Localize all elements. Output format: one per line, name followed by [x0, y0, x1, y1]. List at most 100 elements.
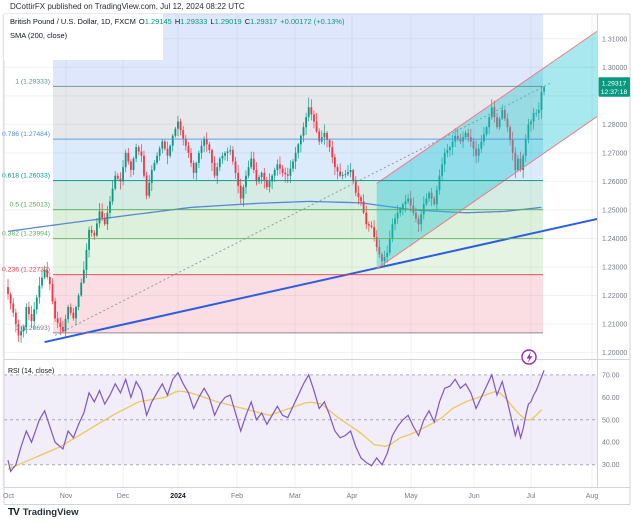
- candle-body: [519, 158, 522, 171]
- candle-body: [313, 114, 315, 122]
- candle-body: [297, 144, 300, 153]
- change-value: +0.00172 (+0.13%): [280, 17, 345, 26]
- price-scale-label: 1.31000: [602, 36, 627, 43]
- candle-body: [433, 198, 436, 205]
- candle-body: [333, 157, 336, 168]
- fib-levels: 1 (1.29333) 0.786 (1.27484) 0.618 (1.26033…: [2, 78, 543, 334]
- candle-body: [501, 110, 504, 119]
- candle-body: [124, 152, 127, 168]
- candle-body: [22, 326, 25, 332]
- candle-body: [271, 175, 274, 182]
- candle-body: [281, 168, 284, 173]
- candle-body: [231, 150, 234, 162]
- candle-body: [344, 174, 347, 176]
- ohlc-value: 1.29333: [180, 17, 208, 26]
- candle-body: [258, 177, 260, 182]
- candle-body: [252, 158, 255, 171]
- candle-body: [255, 170, 258, 182]
- candle-body: [14, 312, 17, 325]
- trendline-dashed: [54, 81, 553, 336]
- candle-body: [540, 91, 543, 111]
- tradingview-logo-text[interactable]: TradingView: [22, 507, 79, 518]
- candle-body: [203, 138, 206, 146]
- rsi-pane: [4, 359, 598, 488]
- candle-body: [54, 301, 56, 319]
- candle-body: [137, 147, 140, 152]
- candle-body: [38, 285, 41, 298]
- candle-body: [43, 269, 46, 278]
- candle-body: [127, 152, 130, 162]
- rsi-axis: 70.00 60.00 50.00 40.00 30.00: [602, 372, 620, 469]
- price-scale-label: 1.28000: [602, 122, 627, 129]
- candle-body: [286, 174, 289, 176]
- candle-body: [187, 145, 190, 153]
- candle-body: [357, 192, 360, 198]
- fib-band: [53, 209, 543, 239]
- tradingview-logo-icon[interactable]: TV: [8, 507, 20, 518]
- candle-body: [294, 152, 297, 162]
- candle-body: [143, 155, 145, 176]
- candle-body: [51, 284, 54, 302]
- candle-body: [446, 150, 449, 153]
- candle-body: [498, 118, 501, 128]
- candle-body: [213, 162, 216, 176]
- candle-body: [247, 167, 250, 176]
- fib-bands: [53, 14, 543, 333]
- candle-body: [208, 144, 211, 151]
- fib-level-label: 0.786 (1.27484): [2, 131, 50, 138]
- candle-body: [226, 151, 229, 153]
- candle-body: [190, 152, 192, 163]
- candle-body: [96, 223, 98, 236]
- fib-band: [53, 238, 543, 275]
- candle-body: [221, 155, 224, 159]
- time-axis-label: Aug: [586, 493, 599, 500]
- price-scale-label: 1.21000: [602, 322, 627, 329]
- candle-body: [373, 227, 375, 238]
- time-axis-label: Jul: [527, 493, 536, 500]
- lightning-icon[interactable]: [521, 349, 537, 365]
- candle-body: [417, 218, 420, 225]
- candle-body: [273, 170, 276, 176]
- fib-level-label: 0.5 (1.25013): [10, 202, 50, 209]
- candle-body: [192, 162, 195, 173]
- candle-body: [543, 86, 545, 92]
- candle-body: [527, 124, 530, 139]
- legend-row-indicator: SMA (200, close): [10, 31, 68, 40]
- rsi-pane-bg: [4, 359, 598, 488]
- price-scale-label: 1.23000: [602, 265, 627, 272]
- candle-body: [35, 297, 38, 310]
- candle-body: [299, 135, 302, 145]
- legend-row-symbol: British Pound / U.S. Dollar, 1D, FXCM O1.…: [10, 17, 344, 26]
- ohlc-key: H: [174, 17, 181, 26]
- candle-body: [305, 117, 308, 128]
- candle-body: [459, 138, 462, 142]
- candle-body: [522, 155, 525, 171]
- candle-body: [475, 148, 477, 156]
- candle-body: [205, 138, 208, 145]
- candle-body: [480, 141, 483, 149]
- price-scale-label: 1.27000: [602, 150, 627, 157]
- fib-level-label: 0 (1.20693): [15, 325, 50, 332]
- candle-body: [135, 147, 138, 159]
- time-axis-label: 2024: [170, 493, 186, 500]
- candle-body: [318, 131, 321, 142]
- candle-body: [378, 247, 381, 255]
- ohlc-key: C: [244, 17, 251, 26]
- candle-body: [509, 127, 511, 141]
- candle-body: [218, 158, 221, 168]
- fib-band: [53, 180, 543, 210]
- candle-body: [506, 118, 509, 128]
- rsi-scale-label: 60.00: [602, 395, 620, 402]
- fib-level-label: 1 (1.29333): [15, 78, 50, 85]
- fib-band: [53, 274, 543, 333]
- time-axis-label: Apr: [347, 493, 359, 500]
- fib-band: [53, 86, 543, 140]
- footer-brand[interactable]: TV TradingView: [8, 507, 79, 518]
- candle-body: [245, 175, 247, 188]
- candle-body: [399, 208, 402, 213]
- candle-body: [367, 224, 370, 226]
- time-axis-label: Oct: [3, 493, 14, 500]
- candle-body: [140, 151, 143, 156]
- time-axis-label: Mar: [289, 493, 302, 500]
